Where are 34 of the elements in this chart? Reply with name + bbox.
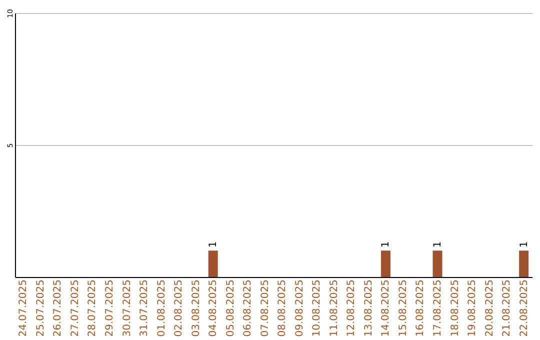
x-tick-label: 28.07.2025 [87,280,98,337]
x-tick-label: 18.08.2025 [450,280,461,337]
x-tick-label: 05.08.2025 [225,280,236,337]
x-tick-label: 09.08.2025 [294,280,306,337]
x-tick-label: 06.08.2025 [242,280,254,337]
x-tick-label: 27.07.2025 [70,280,81,337]
x-tick-label: 29.07.2025 [104,280,116,337]
x-tick-label: 30.07.2025 [122,280,133,337]
x-tick-label: 22.08.2025 [518,280,530,337]
x-tick-label: 04.08.2025 [208,280,220,337]
x-tick-label: 08.08.2025 [277,280,288,337]
x-tick-label: 19.08.2025 [467,280,478,337]
data-label: 1 [380,241,392,248]
x-tick-label: 07.08.2025 [260,280,271,337]
x-tick-label: 25.07.2025 [35,280,46,337]
data-label: 1 [432,241,444,248]
x-tick-label: 10.08.2025 [312,280,323,337]
x-tick-label: 11.08.2025 [328,280,340,337]
x-tick-label: 31.07.2025 [139,280,150,337]
x-tick-label: 26.07.2025 [52,280,64,337]
x-tick-label: 01.08.2025 [156,280,168,337]
x-tick-label: 03.08.2025 [190,280,202,337]
x-tick-label: 16.08.2025 [415,280,426,337]
x-tick-label: 21.08.2025 [502,280,513,337]
data-label: 1 [518,241,530,248]
x-tick-label: 14.08.2025 [380,280,392,337]
x-tick-label: 15.08.2025 [398,280,409,337]
x-tick-label: 02.08.2025 [174,280,185,337]
x-tick-label: 24.07.2025 [18,280,30,337]
x-tick-label: 17.08.2025 [432,280,444,337]
data-label: 1 [208,241,220,248]
x-tick-label: 13.08.2025 [363,280,374,337]
x-tick-label: 12.08.2025 [346,280,358,337]
x-tick-label: 20.08.2025 [484,280,496,337]
